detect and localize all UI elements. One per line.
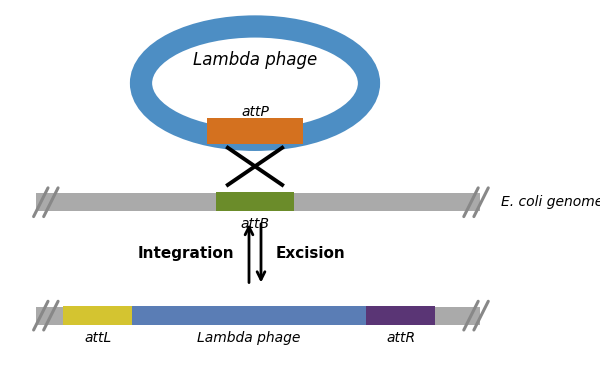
Text: E. coli genome: E. coli genome <box>501 195 600 209</box>
Bar <box>207 118 303 144</box>
Text: Lambda phage: Lambda phage <box>197 331 301 345</box>
Text: Excision: Excision <box>276 246 346 261</box>
Text: attR: attR <box>386 331 415 345</box>
Bar <box>216 192 294 211</box>
Bar <box>366 306 435 325</box>
Text: attB: attB <box>241 217 269 231</box>
Bar <box>132 306 366 325</box>
Text: attL: attL <box>84 331 112 345</box>
Bar <box>63 306 132 325</box>
Text: Integration: Integration <box>137 246 234 261</box>
Bar <box>36 193 480 211</box>
Bar <box>36 307 480 325</box>
Text: Lambda phage: Lambda phage <box>193 51 317 70</box>
Text: attP: attP <box>241 105 269 119</box>
